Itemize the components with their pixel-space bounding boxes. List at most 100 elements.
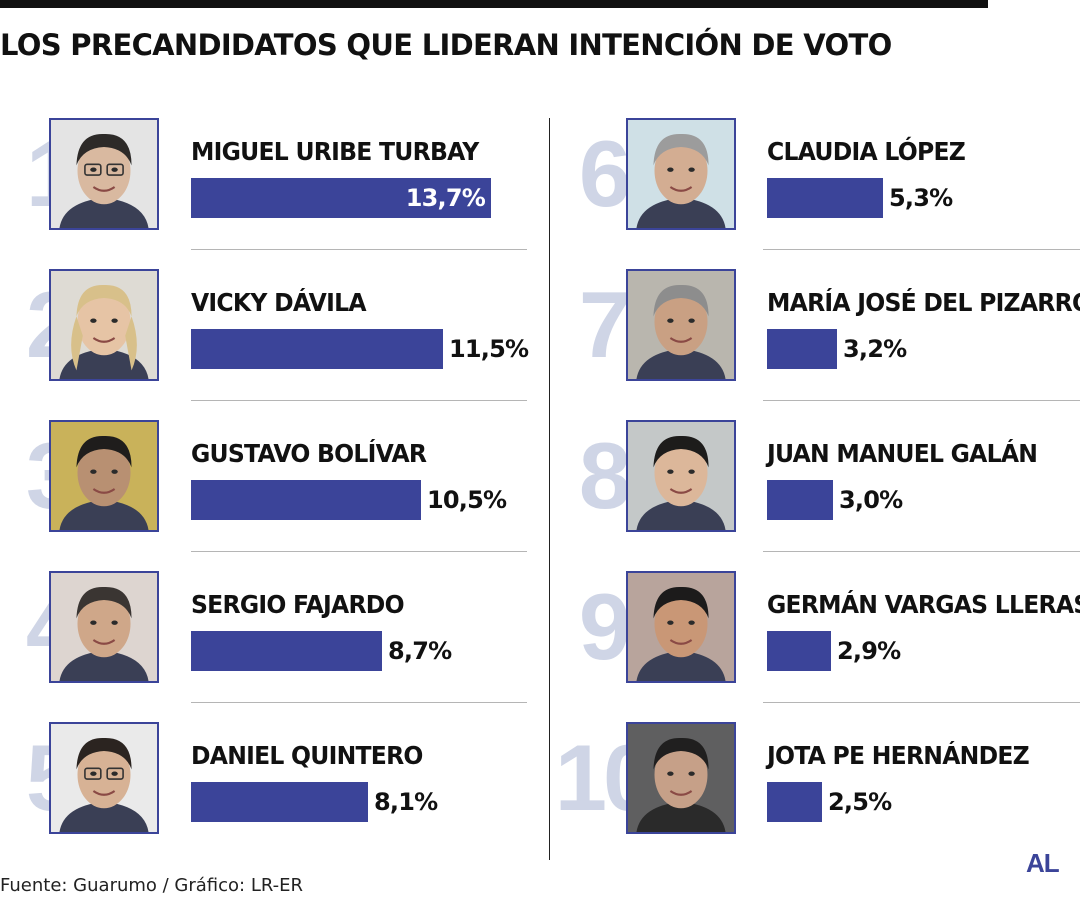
portrait-shoulders bbox=[636, 650, 726, 681]
candidate-photo bbox=[49, 722, 159, 834]
candidate-name: GERMÁN VARGAS LLERAS bbox=[767, 590, 1080, 619]
portrait-face bbox=[654, 590, 708, 658]
portrait-illustration bbox=[628, 724, 734, 832]
portrait-hair bbox=[76, 738, 132, 770]
portrait-eye bbox=[90, 167, 97, 172]
portrait-shoulders bbox=[59, 801, 149, 832]
portrait-eye bbox=[667, 167, 674, 172]
portrait-eye bbox=[667, 771, 674, 776]
candidate-photo bbox=[626, 269, 736, 381]
portrait-face bbox=[77, 590, 131, 658]
row-divider bbox=[191, 400, 527, 401]
portrait-eye bbox=[688, 469, 695, 474]
candidate-photo bbox=[626, 571, 736, 683]
portrait-eye bbox=[688, 167, 695, 172]
bar-value-label: 2,5% bbox=[828, 788, 892, 816]
portrait-shoulders bbox=[59, 197, 149, 228]
portrait-face bbox=[77, 741, 131, 809]
bar-value-label: 8,1% bbox=[374, 788, 438, 816]
row-divider bbox=[763, 551, 1080, 552]
portrait-eye bbox=[667, 318, 674, 323]
row-divider bbox=[763, 249, 1080, 250]
candidate-photo bbox=[49, 420, 159, 532]
portrait-eye bbox=[111, 620, 118, 625]
portrait-hair bbox=[653, 436, 709, 468]
bar bbox=[767, 178, 883, 218]
portrait-mouth bbox=[669, 337, 693, 343]
portrait-shoulders bbox=[636, 348, 726, 379]
portrait-illustration bbox=[628, 422, 734, 530]
portrait-shoulders bbox=[59, 499, 149, 530]
candidate-name: JOTA PE HERNÁNDEZ bbox=[767, 741, 1030, 770]
candidate-photo bbox=[626, 722, 736, 834]
bar bbox=[191, 480, 421, 520]
portrait-glasses bbox=[106, 767, 124, 780]
candidate-name: CLAUDIA LÓPEZ bbox=[767, 137, 966, 166]
row-divider bbox=[191, 702, 527, 703]
row-divider bbox=[763, 702, 1080, 703]
candidate-photo bbox=[49, 269, 159, 381]
candidate-name: DANIEL QUINTERO bbox=[191, 741, 423, 770]
portrait-eye bbox=[667, 469, 674, 474]
rank-number: 7 bbox=[578, 272, 631, 377]
portrait-illustration bbox=[628, 573, 734, 681]
portrait-mouth bbox=[92, 790, 116, 796]
candidate-photo bbox=[49, 571, 159, 683]
bar-value-label: 3,0% bbox=[839, 486, 903, 514]
bar-value-label: 13,7% bbox=[405, 184, 486, 212]
portrait-shoulders bbox=[636, 801, 726, 832]
bar-value-label: 8,7% bbox=[388, 637, 452, 665]
portrait-eye bbox=[111, 167, 118, 172]
portrait-illustration bbox=[51, 120, 157, 228]
candidate-name: MIGUEL URIBE TURBAY bbox=[191, 137, 479, 166]
portrait-hair bbox=[76, 285, 132, 317]
bar bbox=[767, 631, 831, 671]
portrait-shoulders bbox=[636, 197, 726, 228]
portrait-face bbox=[654, 288, 708, 356]
bar bbox=[767, 782, 822, 822]
portrait-illustration bbox=[51, 422, 157, 530]
candidate-name: GUSTAVO BOLÍVAR bbox=[191, 439, 427, 468]
portrait-illustration bbox=[628, 271, 734, 379]
portrait-hair bbox=[653, 587, 709, 619]
candidate-name: JUAN MANUEL GALÁN bbox=[767, 439, 1038, 468]
bar bbox=[191, 631, 382, 671]
portrait-eye bbox=[688, 620, 695, 625]
row-divider bbox=[191, 551, 527, 552]
portrait-mouth bbox=[92, 639, 116, 645]
portrait-hair bbox=[653, 738, 709, 770]
portrait-face bbox=[654, 439, 708, 507]
portrait-hair bbox=[76, 436, 132, 468]
top-rule bbox=[0, 0, 988, 8]
portrait-mouth bbox=[92, 488, 116, 494]
portrait-glasses bbox=[84, 163, 102, 176]
portrait-illustration bbox=[51, 724, 157, 832]
portrait-face bbox=[77, 288, 131, 356]
portrait-long-hair bbox=[71, 316, 137, 371]
portrait-illustration bbox=[51, 573, 157, 681]
portrait-eye bbox=[111, 318, 118, 323]
portrait-mouth bbox=[92, 337, 116, 343]
portrait-illustration bbox=[51, 271, 157, 379]
publisher-logo: AL bbox=[1026, 848, 1060, 878]
portrait-mouth bbox=[669, 790, 693, 796]
bar bbox=[191, 329, 443, 369]
rank-number: 9 bbox=[578, 574, 631, 679]
bar-value-label: 3,2% bbox=[843, 335, 907, 363]
column-divider bbox=[549, 118, 550, 860]
portrait-shoulders bbox=[59, 650, 149, 681]
rank-number: 8 bbox=[578, 423, 631, 528]
portrait-eye bbox=[688, 318, 695, 323]
portrait-glasses bbox=[84, 767, 102, 780]
portrait-eye bbox=[111, 771, 118, 776]
portrait-eye bbox=[90, 469, 97, 474]
portrait-hair bbox=[653, 285, 709, 317]
portrait-face bbox=[77, 137, 131, 205]
portrait-face bbox=[77, 439, 131, 507]
bar bbox=[767, 480, 833, 520]
bar-value-label: 2,9% bbox=[837, 637, 901, 665]
portrait-mouth bbox=[92, 186, 116, 192]
portrait-eye bbox=[90, 771, 97, 776]
portrait-eye bbox=[688, 771, 695, 776]
